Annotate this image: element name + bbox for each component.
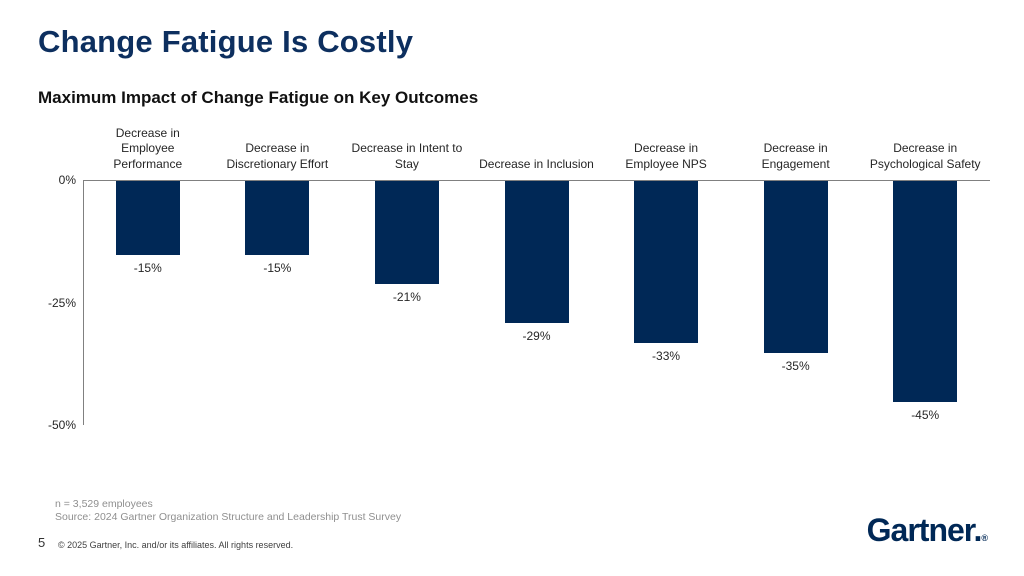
slide-title: Change Fatigue Is Costly [38,24,414,59]
category-label: Decrease in Psychological Safety [869,141,981,171]
registered-trademark-icon: ® [981,533,988,543]
x-axis-baseline [83,180,990,181]
category-label: Decrease in Intent to Stay [351,141,463,171]
y-axis-line [83,180,84,425]
gartner-logo-text: Gartner. [866,512,983,548]
bar [245,181,310,255]
y-axis-tick-label: 0% [58,173,76,187]
bar-value-label: -45% [911,407,940,422]
page-number: 5 [38,535,46,550]
gartner-logo: Gartner.® [867,512,988,549]
copyright-text: © 2025 Gartner, Inc. and/or its affiliat… [58,540,294,550]
y-axis-tick-label: -50% [47,418,76,432]
bar-value-label: -33% [652,348,681,363]
bar [634,181,699,343]
bar [504,181,569,324]
bar [374,181,439,284]
bar-value-label: -29% [522,329,551,344]
category-label: Decrease in Discretionary Effort [226,141,329,171]
bar-value-label: -35% [781,358,810,373]
bar [115,181,180,255]
chart-footnote: n = 3,529 employees Source: 2024 Gartner… [55,498,401,524]
bar [893,181,958,402]
category-label: Decrease in Employee Performance [113,125,183,171]
sample-size-note: n = 3,529 employees [55,498,153,510]
category-label: Decrease in Inclusion [479,156,594,171]
category-label: Decrease in Engagement [761,141,830,171]
y-axis-tick-label: -25% [47,295,76,310]
source-note: Source: 2024 Gartner Organization Struct… [55,511,402,523]
bar-value-label: -15% [263,260,292,275]
bar-value-label: -21% [392,289,421,304]
category-label: Decrease in Employee NPS [625,141,707,171]
bar [763,181,828,353]
bar-value-label: -15% [133,260,162,275]
chart-title: Maximum Impact of Change Fatigue on Key … [38,88,479,107]
